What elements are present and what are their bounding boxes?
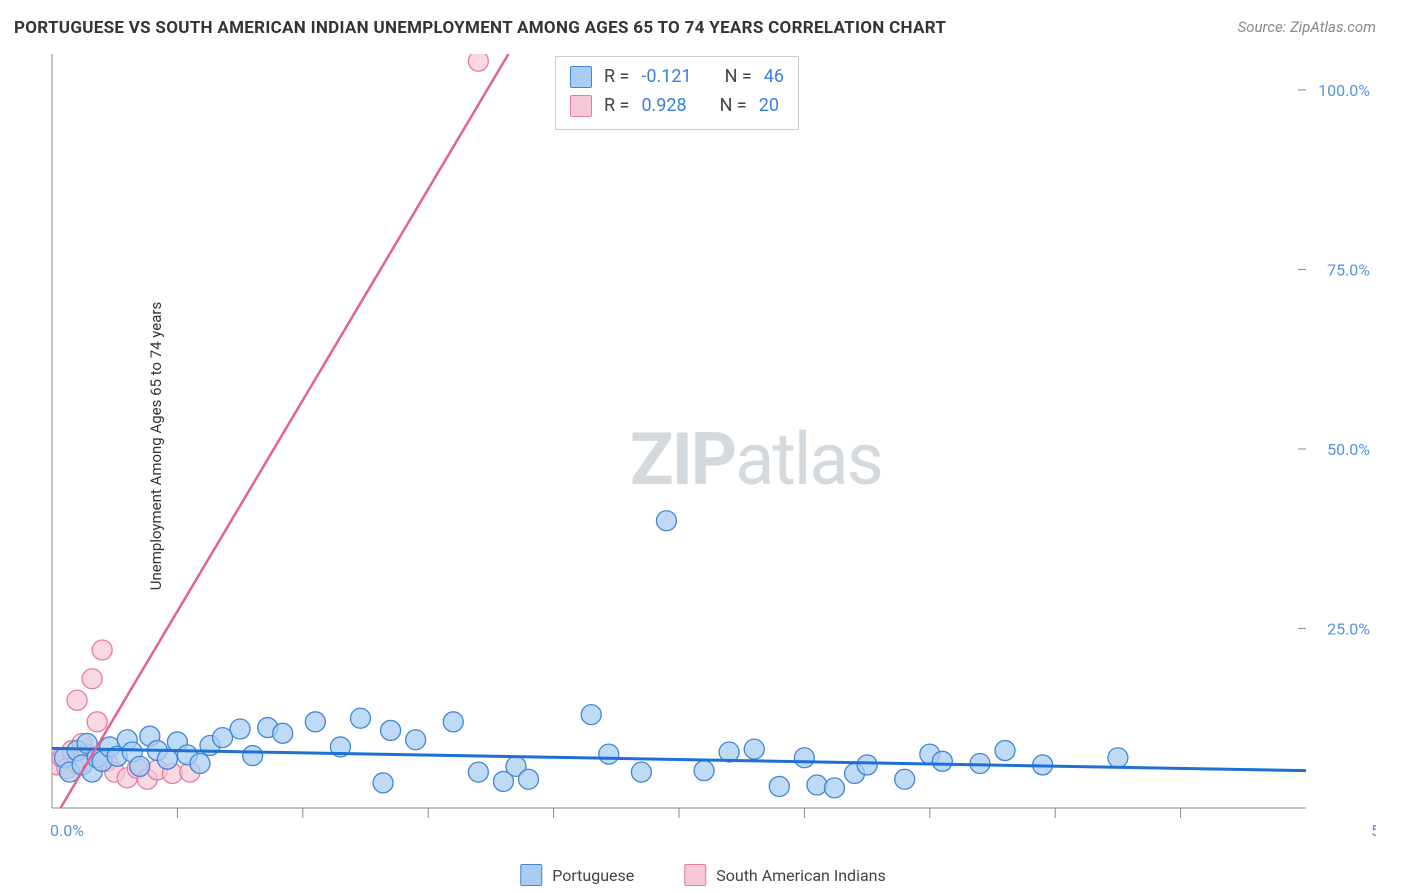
stats-r-label: R =	[604, 92, 629, 121]
svg-text:50.0%: 50.0%	[1371, 821, 1376, 840]
stats-n-value-portuguese: 46	[764, 63, 784, 92]
chart-container: PORTUGUESE VS SOUTH AMERICAN INDIAN UNEM…	[0, 0, 1406, 892]
stats-r-label: R =	[604, 63, 629, 92]
stats-row-sai: R = 0.928 N = 20	[570, 92, 784, 121]
stats-n-label: N =	[725, 63, 752, 92]
legend: Portuguese South American Indians	[520, 864, 886, 886]
legend-item-sai: South American Indians	[684, 864, 886, 886]
stats-swatch-blue	[570, 66, 592, 88]
svg-text:100.0%: 100.0%	[1318, 81, 1370, 100]
correlation-stats-box: R = -0.121 N = 46 R = 0.928 N = 20	[555, 56, 799, 130]
legend-label-portuguese: Portuguese	[552, 866, 634, 885]
svg-text:50.0%: 50.0%	[1327, 440, 1370, 459]
legend-item-portuguese: Portuguese	[520, 864, 634, 886]
plot-area: 25.0%50.0%75.0%100.0%0.0%50.0% ZIPatlas …	[50, 52, 1376, 842]
scatter-plot-svg: 25.0% 50.0% 75.0% 100.0% 0.0% 50.0%	[50, 52, 1376, 842]
stats-n-value-sai: 20	[759, 92, 779, 121]
svg-text:25.0%: 25.0%	[1327, 619, 1370, 638]
legend-label-sai: South American Indians	[716, 866, 886, 885]
svg-text:0.0%: 0.0%	[50, 821, 84, 840]
stats-r-value-sai: 0.928	[641, 92, 686, 121]
legend-swatch-pink	[684, 864, 706, 886]
stats-r-value-portuguese: -0.121	[641, 63, 691, 92]
source-attribution: Source: ZipAtlas.com	[1238, 18, 1376, 36]
chart-title: PORTUGUESE VS SOUTH AMERICAN INDIAN UNEM…	[14, 18, 946, 38]
stats-n-label: N =	[720, 92, 747, 121]
svg-text:75.0%: 75.0%	[1327, 260, 1370, 279]
legend-swatch-blue	[520, 864, 542, 886]
stats-swatch-pink	[570, 95, 592, 117]
stats-row-portuguese: R = -0.121 N = 46	[570, 63, 784, 92]
